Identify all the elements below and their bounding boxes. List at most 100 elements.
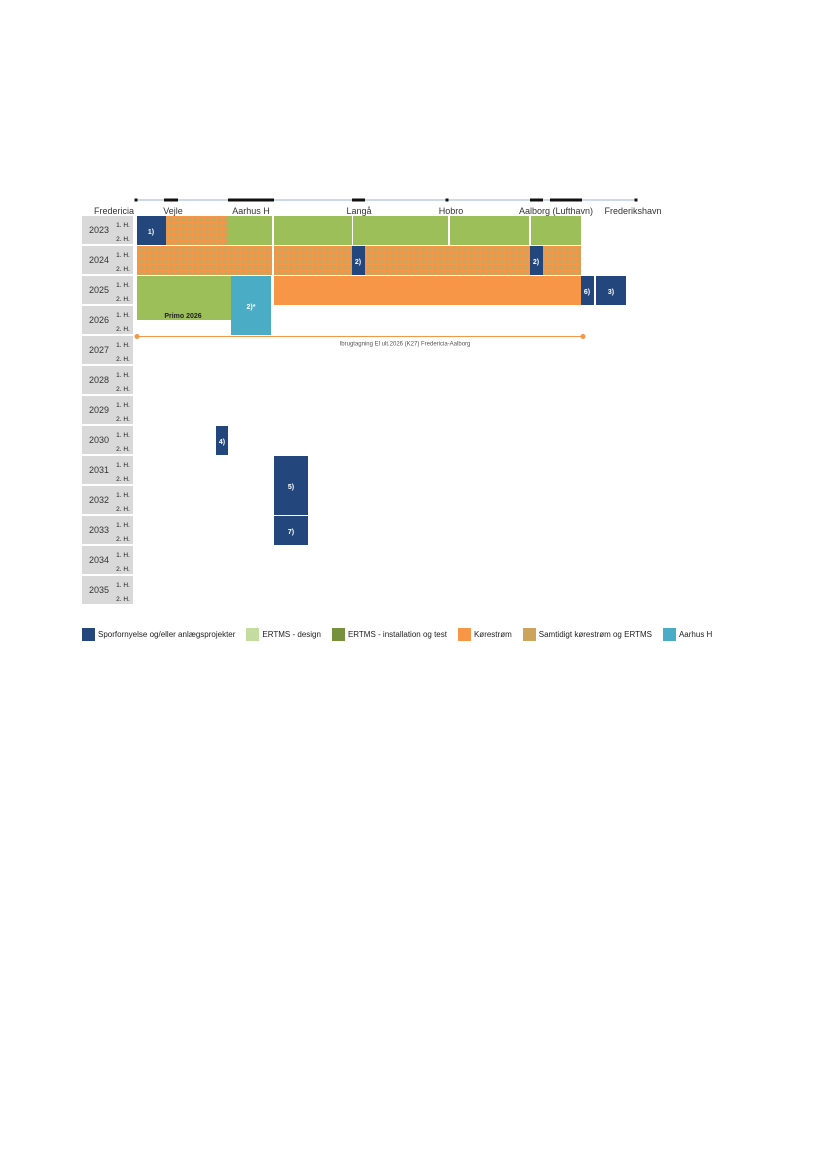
gantt-bar bbox=[274, 216, 352, 245]
year-row-bg bbox=[82, 546, 133, 574]
bar-label: 7) bbox=[288, 529, 294, 536]
legend-item: ERTMS - design bbox=[246, 627, 321, 641]
gantt-bar bbox=[353, 216, 448, 245]
legend-item: Sporfornyelse og/eller anlægsprojekter bbox=[82, 627, 236, 641]
half-label: 1. H. bbox=[116, 522, 130, 529]
legend-label: Samtidigt kørestrøm og ERTMS bbox=[538, 629, 652, 639]
half-label: 1. H. bbox=[116, 312, 130, 319]
legend-item: Samtidigt kørestrøm og ERTMS bbox=[522, 627, 652, 641]
bar-label: 4) bbox=[219, 439, 225, 446]
station-tick bbox=[445, 198, 449, 202]
year-row-bg bbox=[82, 576, 133, 604]
commissioning-text: Ibrugtagning El ult.2026 (K27) Frederici… bbox=[340, 342, 471, 348]
year-label: 2025 bbox=[89, 285, 109, 295]
half-label: 2. H. bbox=[116, 386, 130, 393]
year-row-bg bbox=[82, 246, 133, 274]
half-label: 1. H. bbox=[116, 492, 130, 499]
half-label: 1. H. bbox=[116, 552, 130, 559]
bar-label: 3) bbox=[608, 289, 614, 296]
station-label: Aalborg (Lufthavn) bbox=[519, 206, 593, 216]
station-label: Hobro bbox=[439, 206, 464, 216]
half-label: 1. H. bbox=[116, 222, 130, 229]
half-label: 2. H. bbox=[116, 416, 130, 423]
half-label: 1. H. bbox=[116, 252, 130, 259]
half-label: 2. H. bbox=[116, 296, 130, 303]
year-row-bg bbox=[82, 276, 133, 304]
gantt-bar bbox=[274, 516, 308, 545]
legend-item: Aarhus H bbox=[662, 627, 713, 641]
legend: Sporfornyelse og/eller anlægsprojekter ER… bbox=[82, 627, 723, 641]
gantt-bar bbox=[596, 276, 626, 305]
legend-swatch bbox=[246, 627, 260, 641]
station-axis: Fredericia Vejle Aarhus H Langå Hobro Aalborg… bbox=[94, 198, 662, 216]
half-label: 2. H. bbox=[116, 476, 130, 483]
legend-label: Kørestrøm bbox=[473, 629, 512, 639]
gantt-bar bbox=[231, 276, 271, 335]
half-label: 1. H. bbox=[116, 372, 130, 379]
bar-label: 6) bbox=[584, 289, 590, 296]
year-label: 2035 bbox=[89, 585, 109, 595]
year-row-bg bbox=[82, 426, 133, 454]
commissioning-end-dot bbox=[580, 334, 586, 339]
gantt-bar bbox=[274, 246, 352, 275]
gantt-bar bbox=[274, 276, 581, 305]
year-label: 2027 bbox=[89, 345, 109, 355]
year-label: 2029 bbox=[89, 405, 109, 415]
legend-label: ERTMS - design bbox=[262, 629, 321, 639]
gantt-bar bbox=[352, 246, 365, 275]
bar-label: 2) bbox=[533, 259, 539, 266]
year-label: 2028 bbox=[89, 375, 109, 385]
gantt-bar bbox=[216, 426, 228, 455]
gantt-bar bbox=[543, 246, 581, 275]
year-row-bg bbox=[82, 216, 133, 244]
gantt-chart: 2023 1. H. 2. H. 2024 1. H. 2. H. 2025 1. H. 2. … bbox=[82, 198, 662, 604]
half-label: 1. H. bbox=[116, 402, 130, 409]
half-label: 1. H. bbox=[116, 282, 130, 289]
year-label: 2034 bbox=[89, 555, 109, 565]
gantt-bar bbox=[166, 216, 228, 245]
gantt-bar bbox=[137, 276, 231, 320]
legend-label: ERTMS - installation og test bbox=[347, 629, 447, 639]
legend-item: ERTMS - installation og test bbox=[331, 627, 447, 641]
legend-label: Aarhus H bbox=[678, 629, 713, 639]
half-label: 1. H. bbox=[116, 342, 130, 349]
year-row-bg bbox=[82, 336, 133, 364]
bars bbox=[134, 216, 626, 545]
bar-label: 1) bbox=[148, 229, 154, 236]
half-label: 2. H. bbox=[116, 266, 130, 273]
year-rows: 2023 1. H. 2. H. 2024 1. H. 2. H. 2025 1. H. 2. … bbox=[82, 216, 133, 604]
legend-swatch bbox=[82, 627, 95, 641]
half-label: 2. H. bbox=[116, 236, 130, 243]
half-label: 2. H. bbox=[116, 326, 130, 333]
half-label: 1. H. bbox=[116, 582, 130, 589]
year-label: 2033 bbox=[89, 525, 109, 535]
station-tick bbox=[634, 198, 638, 202]
bar-label: 2) bbox=[355, 259, 361, 266]
bar-label: Primo 2026 bbox=[164, 313, 201, 320]
gantt-bar bbox=[274, 456, 308, 515]
gantt-bar bbox=[450, 216, 529, 245]
station-label: Frederikshavn bbox=[604, 206, 661, 216]
legend-swatch bbox=[522, 627, 536, 641]
gantt-bar bbox=[530, 246, 543, 275]
legend-swatch bbox=[457, 627, 471, 641]
year-label: 2031 bbox=[89, 465, 109, 475]
half-label: 2. H. bbox=[116, 446, 130, 453]
gantt-bar bbox=[365, 246, 530, 275]
commissioning-start-dot bbox=[134, 334, 140, 339]
legend-label: Sporfornyelse og/eller anlægsprojekter bbox=[98, 629, 236, 639]
gantt-bar bbox=[531, 216, 581, 245]
station-label: Fredericia bbox=[94, 206, 134, 216]
gantt-bar bbox=[581, 276, 594, 305]
bar-label: 2)* bbox=[247, 304, 256, 311]
year-label: 2023 bbox=[89, 225, 109, 235]
legend-item: Kørestrøm bbox=[457, 627, 512, 641]
year-row-bg bbox=[82, 396, 133, 424]
year-label: 2024 bbox=[89, 255, 109, 265]
year-row-bg bbox=[82, 516, 133, 544]
half-label: 1. H. bbox=[116, 462, 130, 469]
half-label: 2. H. bbox=[116, 596, 130, 603]
gantt-bar bbox=[137, 246, 272, 275]
bar-label: 5) bbox=[288, 484, 294, 491]
